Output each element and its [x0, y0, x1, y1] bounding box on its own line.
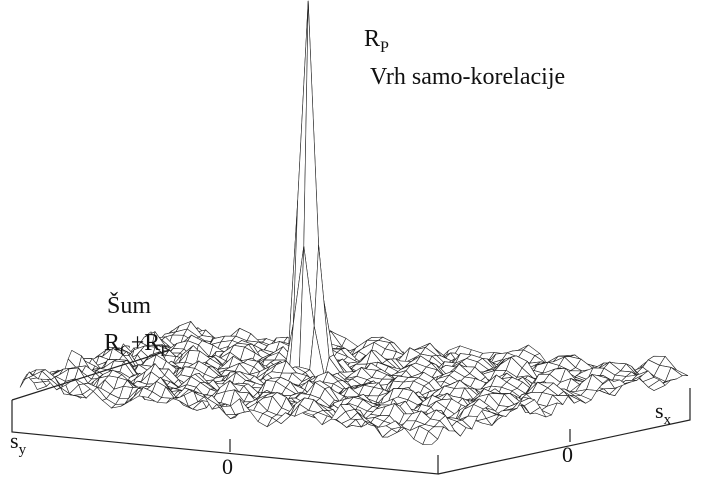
correlation-surface	[19, 0, 689, 445]
noise-formula: RC+RF	[104, 330, 169, 360]
y-axis-zero-label: 0	[222, 454, 233, 479]
peak-label: RP	[364, 26, 389, 56]
base-front-left-edge	[11, 400, 439, 475]
base-front-right-edge	[437, 388, 691, 475]
base-frame	[11, 349, 691, 475]
y-axis-label: sy	[10, 428, 27, 458]
peak-caption: Vrh samo-korelacije	[370, 64, 565, 90]
surface-cell	[422, 430, 439, 445]
x-axis-label: sx	[655, 398, 672, 428]
noise-caption: Šum	[107, 292, 151, 319]
x-axis-zero-label: 0	[562, 442, 573, 467]
base-back-left-edge	[11, 349, 171, 401]
